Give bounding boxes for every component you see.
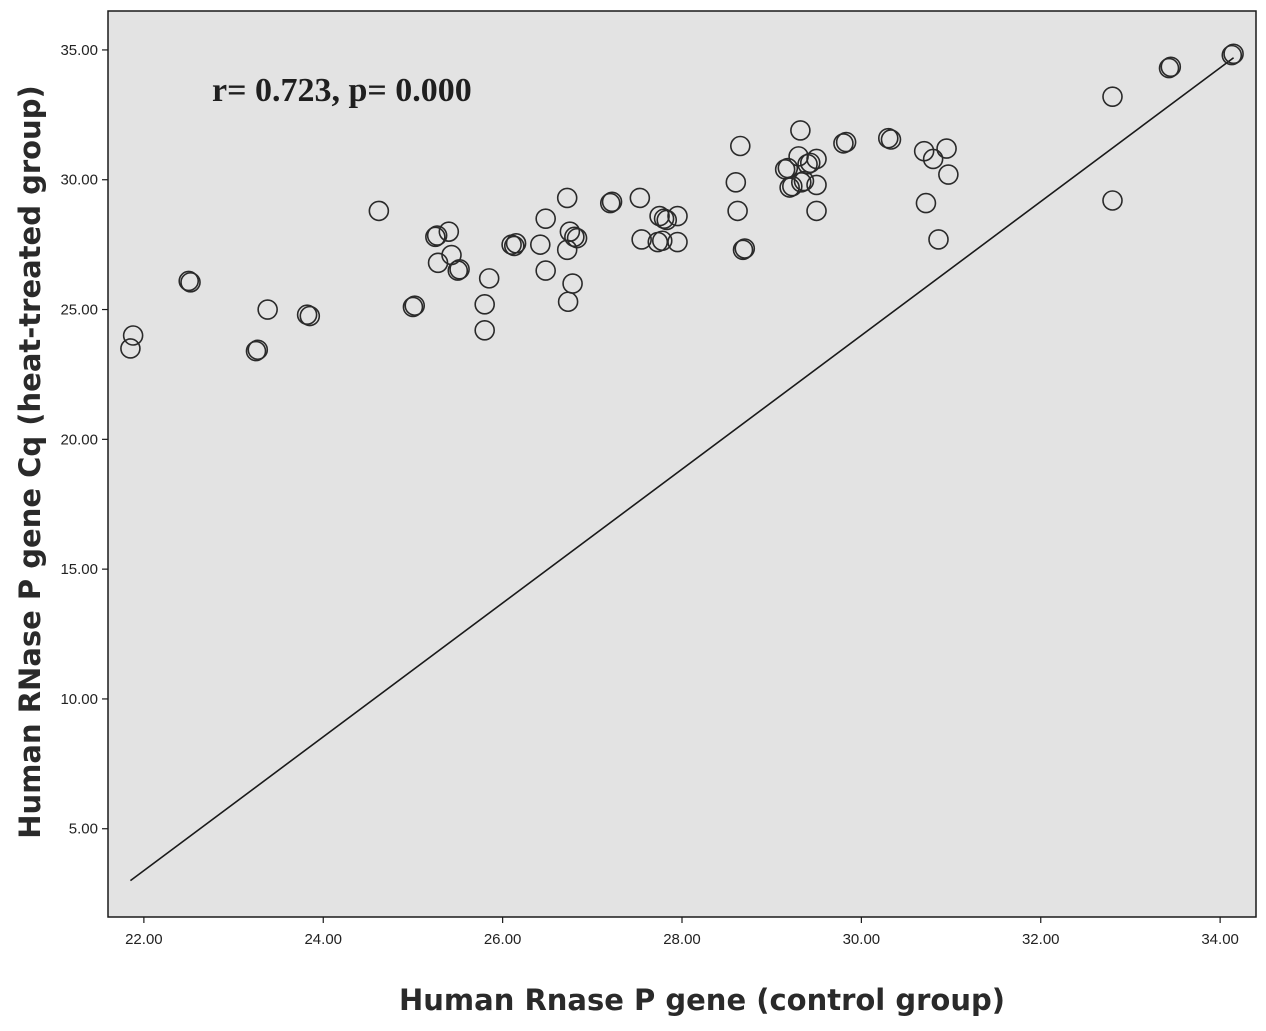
data-point — [729, 135, 751, 157]
y-tick-label: 20.00 — [60, 431, 98, 448]
data-point — [667, 205, 688, 227]
data-point — [535, 260, 556, 281]
data-point — [656, 209, 678, 231]
data-point — [1158, 57, 1180, 79]
data-point — [556, 187, 578, 209]
data-point — [1160, 56, 1182, 78]
data-point — [880, 129, 902, 150]
data-point — [122, 325, 144, 346]
x-tick-label: 30.00 — [843, 931, 881, 948]
x-axis: 22.00 24.00 26.00 28.00 30.00 32.00 34.00 — [125, 917, 1239, 948]
data-point — [938, 164, 959, 185]
data-point — [631, 229, 652, 250]
data-point — [529, 234, 551, 255]
x-tick-label: 28.00 — [663, 931, 701, 948]
data-point — [425, 226, 446, 248]
data-point — [438, 221, 460, 242]
data-point — [478, 268, 500, 289]
data-point — [1102, 86, 1123, 107]
data-point — [877, 127, 899, 149]
correlation-annotation: r= 0.723, p= 0.000 — [212, 72, 472, 109]
data-point — [667, 231, 688, 253]
data-point — [725, 172, 747, 193]
data-point — [833, 133, 854, 154]
x-axis-label: Human Rnase P gene (control group) — [399, 983, 1005, 1017]
data-point — [557, 291, 579, 313]
y-tick-label: 35.00 — [60, 42, 98, 59]
data-point — [505, 233, 527, 254]
data-point — [178, 270, 200, 292]
data-point — [447, 260, 469, 281]
data-point — [651, 230, 673, 252]
data-point — [629, 187, 651, 209]
x-tick-label: 22.00 — [125, 931, 163, 948]
data-point — [793, 170, 815, 192]
data-point — [790, 172, 812, 193]
data-point — [566, 227, 588, 249]
data-point — [535, 208, 556, 229]
data-point — [915, 192, 937, 214]
fit-line — [129, 57, 1235, 882]
data-point — [734, 238, 756, 259]
data-point — [790, 120, 811, 141]
data-point — [1221, 44, 1243, 66]
y-axis: 5.00 10.00 15.00 20.00 25.00 30.00 35.00 — [60, 42, 108, 838]
data-point — [474, 320, 495, 341]
y-tick-label: 10.00 — [60, 691, 98, 708]
y-tick-label: 5.00 — [69, 821, 98, 838]
y-tick-label: 25.00 — [60, 302, 98, 319]
data-point — [653, 208, 675, 229]
data-point — [245, 340, 267, 362]
data-point — [936, 138, 957, 159]
x-tick-label: 26.00 — [484, 931, 522, 948]
data-point — [835, 131, 857, 153]
data-points — [120, 43, 1244, 362]
data-point — [799, 152, 821, 174]
data-point — [727, 200, 748, 222]
data-point — [180, 271, 201, 293]
data-point — [599, 192, 621, 214]
data-point — [732, 239, 754, 261]
data-point — [503, 235, 525, 257]
data-point — [299, 305, 321, 327]
x-tick-label: 34.00 — [1201, 931, 1239, 948]
data-point — [806, 200, 827, 222]
data-point — [120, 338, 141, 359]
data-point — [601, 191, 623, 213]
data-point — [928, 229, 949, 250]
data-point — [404, 295, 426, 316]
data-point — [779, 177, 800, 198]
data-point — [782, 175, 803, 197]
plot-area — [107, 10, 1257, 918]
data-point — [296, 304, 318, 326]
data-point — [474, 294, 495, 315]
data-point — [426, 225, 448, 246]
y-tick-label: 15.00 — [60, 561, 98, 578]
y-axis-label: Human RNase P gene Cq (heat-treated grou… — [13, 85, 47, 838]
data-point — [1223, 43, 1244, 65]
data-point — [402, 296, 424, 318]
data-point — [1102, 190, 1123, 211]
data-point — [449, 259, 470, 280]
data-point — [922, 148, 944, 170]
data-point — [257, 299, 278, 320]
x-tick-label: 24.00 — [304, 931, 342, 948]
data-point — [806, 174, 827, 196]
data-point — [806, 148, 827, 170]
x-tick-label: 32.00 — [1022, 931, 1060, 948]
data-point — [368, 200, 390, 222]
y-tick-label: 30.00 — [60, 172, 98, 189]
data-point — [564, 226, 585, 248]
data-point — [247, 339, 269, 361]
